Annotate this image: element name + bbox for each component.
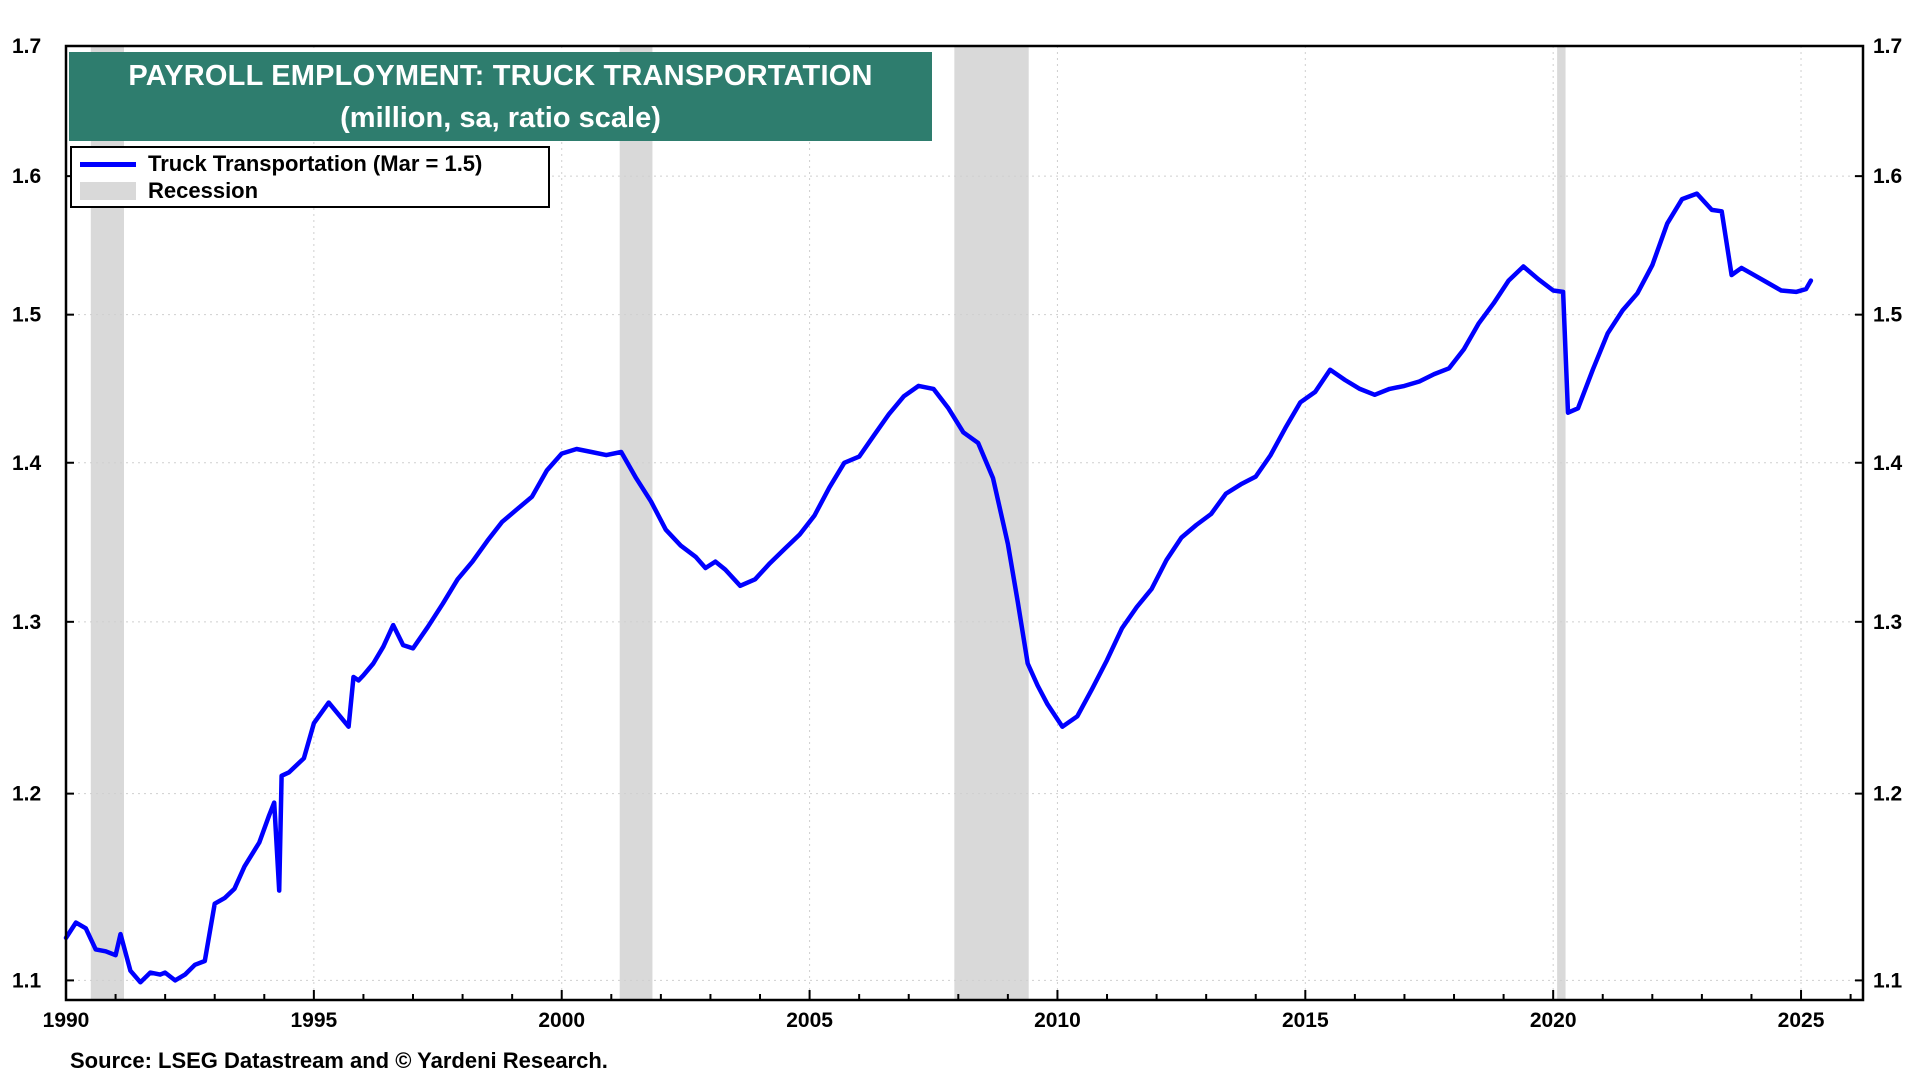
y-tick-label-right: 1.2 xyxy=(1873,783,1902,806)
chart-title: PAYROLL EMPLOYMENT: TRUCK TRANSPORTATION xyxy=(128,60,873,92)
axes: 1.1 1.1 1.2 1.2 1.3 1.3 1.4 1.4 1.5 1.5 1.6 1.6 1.7 1… xyxy=(12,35,1903,1032)
chart-title-box: PAYROLL EMPLOYMENT: TRUCK TRANSPORTATION… xyxy=(69,52,932,141)
legend-recession-label: Recession xyxy=(148,178,259,203)
x-tick-label: 2020 xyxy=(1530,1009,1577,1032)
y-tick-label-left: 1.4 xyxy=(12,452,42,475)
source-note: Source: LSEG Datastream and © Yardeni Re… xyxy=(70,1048,608,1073)
x-tick-label: 2000 xyxy=(538,1009,585,1032)
y-tick-label-left: 1.2 xyxy=(12,783,41,806)
recession-band xyxy=(954,46,1029,1000)
legend-line-swatch xyxy=(80,161,136,167)
x-tick-label: 2015 xyxy=(1282,1009,1329,1032)
y-tick-label-left: 1.3 xyxy=(12,611,41,634)
y-tick-label-right: 1.3 xyxy=(1873,611,1902,634)
x-tick-label: 2010 xyxy=(1034,1009,1081,1032)
y-tick-label-right: 1.4 xyxy=(1873,452,1903,475)
y-tick-label-left: 1.5 xyxy=(12,304,42,327)
recession-band xyxy=(619,46,653,1000)
plot-frame xyxy=(64,44,1865,1002)
y-tick-label-left: 1.6 xyxy=(12,165,41,188)
x-tick-label: 2005 xyxy=(786,1009,833,1032)
y-tick-label-left: 1.7 xyxy=(12,35,41,58)
legend-item-recession: Recession xyxy=(80,178,258,204)
y-tick-label-right: 1.7 xyxy=(1873,35,1902,58)
truck-transportation-line xyxy=(63,191,1814,985)
y-tick-label-right: 1.6 xyxy=(1873,165,1902,188)
legend-recession-swatch xyxy=(80,182,136,200)
y-tick-label-right: 1.1 xyxy=(1873,969,1903,992)
legend-series-label: Truck Transportation (Mar = 1.5) xyxy=(148,151,483,176)
series-layer xyxy=(63,191,1814,985)
legend: Truck Transportation (Mar = 1.5) Recessi… xyxy=(70,146,550,208)
x-tick-label: 1995 xyxy=(291,1009,338,1032)
x-tick-label: 2025 xyxy=(1778,1009,1825,1032)
y-tick-label-left: 1.1 xyxy=(12,969,42,992)
y-tick-label-right: 1.5 xyxy=(1873,304,1903,327)
x-tick-label: 1990 xyxy=(43,1009,90,1032)
legend-item-series: Truck Transportation (Mar = 1.5) xyxy=(80,151,482,177)
chart-subtitle: (million, sa, ratio scale) xyxy=(340,102,661,134)
recession-band xyxy=(1557,46,1566,1000)
